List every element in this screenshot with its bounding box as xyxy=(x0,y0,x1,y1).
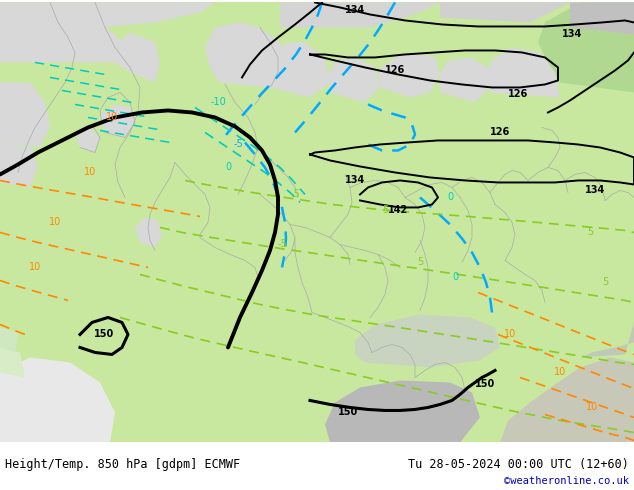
Text: -10: -10 xyxy=(210,98,226,107)
Text: -5: -5 xyxy=(290,190,300,199)
Polygon shape xyxy=(378,52,440,98)
Polygon shape xyxy=(135,218,162,247)
Polygon shape xyxy=(0,2,634,442)
Polygon shape xyxy=(0,347,25,377)
Text: 0: 0 xyxy=(225,163,231,172)
Text: 134: 134 xyxy=(585,185,605,196)
Polygon shape xyxy=(0,358,115,442)
Text: 5: 5 xyxy=(417,257,423,268)
Polygon shape xyxy=(75,127,100,152)
Polygon shape xyxy=(500,358,634,442)
Text: 10: 10 xyxy=(84,168,96,177)
Text: 5: 5 xyxy=(587,227,593,238)
Text: Height/Temp. 850 hPa [gdpm] ECMWF: Height/Temp. 850 hPa [gdpm] ECMWF xyxy=(5,458,240,470)
Polygon shape xyxy=(0,327,18,352)
Text: 10: 10 xyxy=(504,329,516,340)
Polygon shape xyxy=(328,57,380,102)
Polygon shape xyxy=(440,2,570,23)
Polygon shape xyxy=(538,2,634,93)
Polygon shape xyxy=(570,2,634,34)
Text: 126: 126 xyxy=(508,90,528,99)
Polygon shape xyxy=(205,23,290,87)
Polygon shape xyxy=(0,82,50,147)
Polygon shape xyxy=(0,2,215,27)
Polygon shape xyxy=(0,143,38,188)
Text: -5: -5 xyxy=(277,240,287,249)
Text: 150: 150 xyxy=(338,408,358,417)
Text: 126: 126 xyxy=(385,66,405,75)
Text: Tu 28-05-2024 00:00 UTC (12+60): Tu 28-05-2024 00:00 UTC (12+60) xyxy=(408,458,629,470)
Text: 10: 10 xyxy=(106,113,118,122)
Polygon shape xyxy=(270,43,330,98)
Polygon shape xyxy=(115,32,160,82)
Text: 5: 5 xyxy=(602,277,608,288)
Polygon shape xyxy=(440,57,490,102)
Text: 150: 150 xyxy=(475,379,495,390)
Polygon shape xyxy=(485,48,560,98)
Polygon shape xyxy=(280,2,440,27)
Text: 10: 10 xyxy=(586,402,598,413)
Text: 0: 0 xyxy=(447,193,453,202)
Text: 134: 134 xyxy=(562,29,582,40)
Polygon shape xyxy=(325,380,480,442)
Polygon shape xyxy=(100,104,135,138)
Text: 142: 142 xyxy=(388,205,408,216)
Text: 134: 134 xyxy=(345,5,365,16)
Text: 0: 0 xyxy=(452,272,458,282)
Text: 10: 10 xyxy=(29,263,41,272)
Text: -5: -5 xyxy=(233,140,243,149)
Text: 10: 10 xyxy=(554,368,566,377)
Polygon shape xyxy=(580,322,634,358)
Text: 5: 5 xyxy=(382,205,388,216)
Polygon shape xyxy=(355,315,500,368)
Text: 150: 150 xyxy=(94,329,114,340)
Text: 10: 10 xyxy=(49,218,61,227)
Text: 126: 126 xyxy=(490,127,510,138)
Text: 134: 134 xyxy=(345,175,365,185)
Polygon shape xyxy=(0,2,130,62)
Text: ©weatheronline.co.uk: ©weatheronline.co.uk xyxy=(504,476,629,487)
